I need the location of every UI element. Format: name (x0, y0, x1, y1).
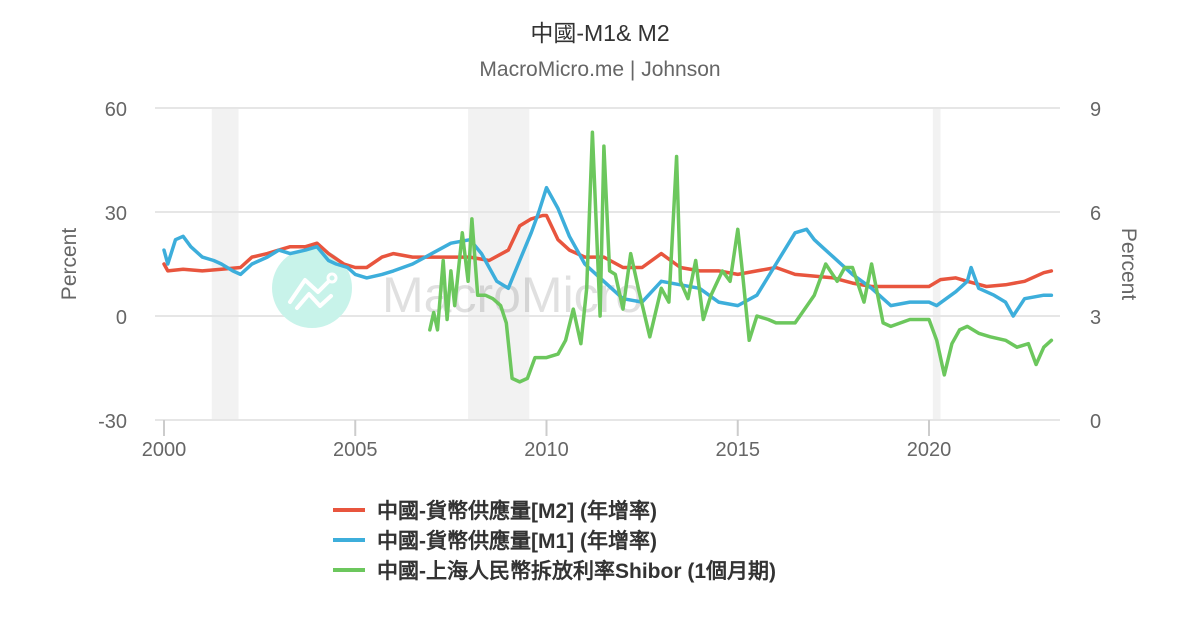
legend-item-shibor[interactable]: 中國-上海人民幣拆放利率Shibor (1個月期) (333, 555, 776, 585)
x-tick-label: 2020 (907, 439, 952, 461)
right-axis-label: Percent (1117, 228, 1140, 301)
legend-label: 中國-貨幣供應量[M2] (年增率) (377, 500, 657, 523)
right-tick-label: 0 (1090, 411, 1101, 433)
left-axis-label: Percent (58, 228, 81, 301)
left-tick-label: 60 (105, 99, 127, 121)
x-tick-label: 2005 (333, 439, 378, 461)
legend-swatch-shibor (333, 568, 365, 572)
series-line[interactable] (428, 130, 1054, 384)
x-axis-ticks: 2000 2005 2010 2015 2020 (142, 420, 952, 461)
x-tick-label: 2015 (716, 439, 761, 461)
legend-label: 中國-貨幣供應量[M1] (年增率) (377, 530, 657, 553)
series-line[interactable] (162, 213, 1054, 289)
watermark-logo-mountain-icon (288, 278, 330, 304)
chart-title: 中國-M1& M2 (530, 20, 670, 46)
watermark-logo-mountain-icon (295, 292, 333, 310)
left-tick-label: 30 (105, 203, 127, 225)
left-tick-label: -30 (98, 411, 127, 433)
chart-subtitle: MacroMicro.me | Johnson (479, 58, 721, 81)
right-axis-ticks: 9 6 3 0 (1090, 99, 1101, 433)
left-axis-ticks: 60 30 0 -30 (98, 99, 127, 433)
legend-swatch-m2 (333, 508, 365, 512)
right-tick-label: 6 (1090, 203, 1101, 225)
watermark-logo-dot-icon (326, 272, 338, 284)
legend-item-m1[interactable]: 中國-貨幣供應量[M1] (年增率) (333, 525, 776, 555)
legend-swatch-m1 (333, 538, 365, 542)
left-tick-label: 0 (116, 307, 127, 329)
right-tick-label: 3 (1090, 307, 1101, 329)
shaded-period (932, 108, 941, 420)
x-tick-label: 2000 (142, 439, 187, 461)
right-tick-label: 9 (1090, 99, 1101, 121)
series-lines (162, 130, 1054, 384)
legend-item-m2[interactable]: 中國-貨幣供應量[M2] (年增率) (333, 495, 776, 525)
series-line[interactable] (162, 185, 1054, 318)
shaded-period (211, 108, 239, 420)
legend-label: 中國-上海人民幣拆放利率Shibor (1個月期) (377, 560, 776, 583)
x-tick-label: 2010 (524, 439, 569, 461)
legend: 中國-貨幣供應量[M2] (年增率) 中國-貨幣供應量[M1] (年增率) 中國… (333, 495, 776, 585)
